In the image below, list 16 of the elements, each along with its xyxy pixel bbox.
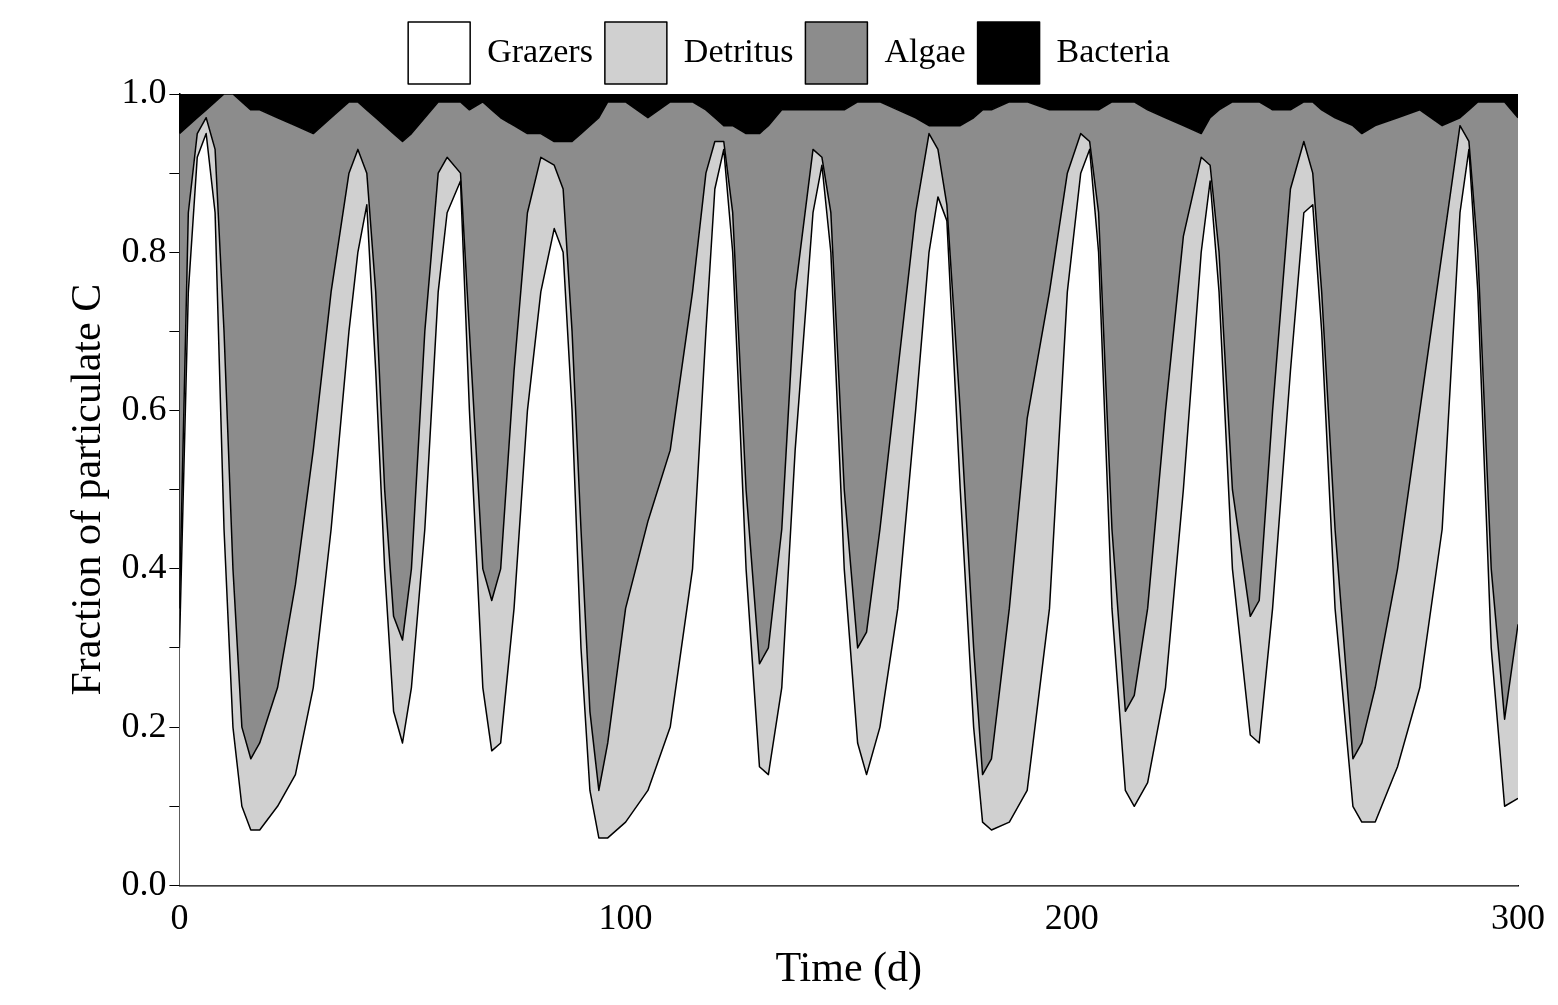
- y-tick-label: 0.6: [121, 388, 167, 429]
- legend-label: Bacteria: [1056, 31, 1170, 69]
- x-tick-label: 100: [598, 897, 653, 938]
- y-tick-label: 0.0: [121, 862, 167, 903]
- y-tick-label: 0.8: [121, 229, 167, 270]
- x-tick-label: 0: [170, 897, 189, 938]
- legend-label: Algae: [884, 31, 966, 69]
- legend-label: Detritus: [683, 31, 794, 69]
- y-tick-label: 0.2: [121, 704, 167, 745]
- x-tick-label: 300: [1491, 897, 1545, 938]
- x-tick-label: 200: [1044, 897, 1099, 938]
- y-tick-label: 1.0: [121, 71, 167, 112]
- y-axis-title: Fraction of particulate C: [63, 283, 110, 696]
- x-axis-title: Time (d): [775, 943, 923, 991]
- legend-label: Grazers: [487, 31, 593, 69]
- y-tick-label: 0.4: [121, 546, 167, 587]
